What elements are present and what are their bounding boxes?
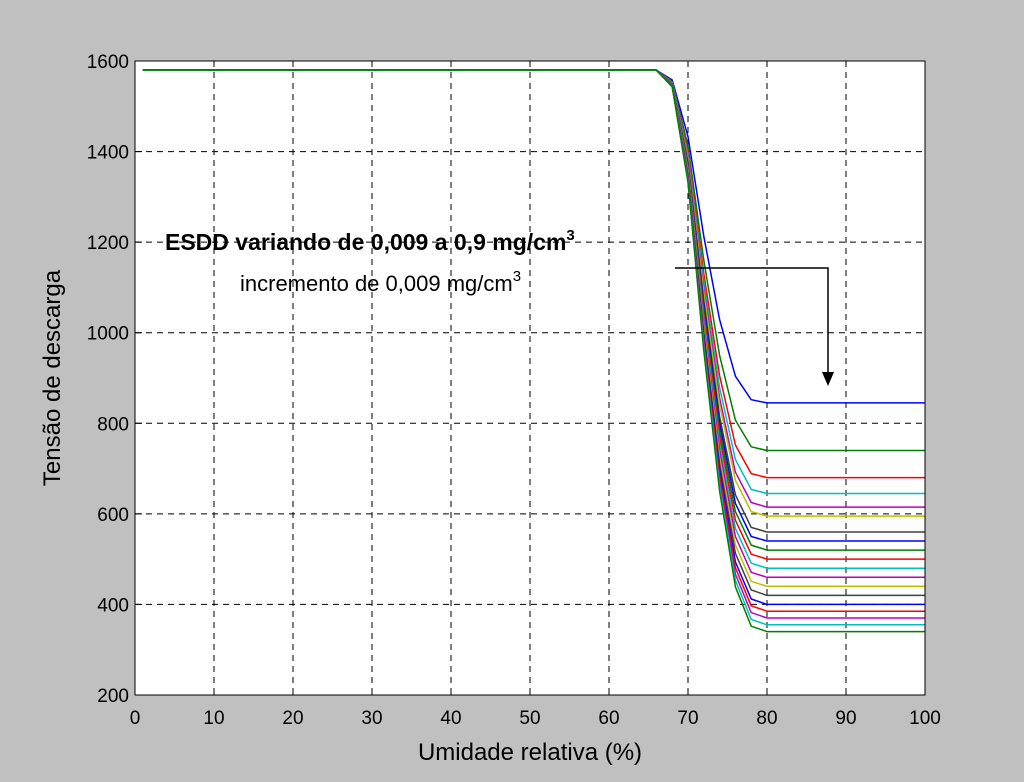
- x-tick-label: 40: [440, 708, 461, 729]
- y-tick-label: 200: [97, 686, 129, 707]
- arrow-head: [822, 372, 834, 386]
- x-tick-label: 100: [909, 708, 941, 729]
- lines: [142, 69, 925, 633]
- y-tick-label: 1600: [87, 52, 129, 73]
- y-tick-label: 600: [97, 505, 129, 526]
- annotation-superscript: 3: [513, 268, 521, 285]
- x-tick-label: 70: [677, 708, 698, 729]
- annotation: ESDD variando de 0,009 a 0,9 mg/cm3: [165, 227, 575, 255]
- y-tick-label: 400: [97, 595, 129, 616]
- y-tick-label: 800: [97, 414, 129, 435]
- x-tick-label: 20: [282, 708, 303, 729]
- y-tick-label: 1000: [87, 324, 129, 345]
- annotation-text: incremento de 0,009 mg/cm: [240, 271, 513, 296]
- annotation-text: ESDD variando de 0,009 a 0,9 mg/cm: [165, 229, 566, 255]
- x-tick-label: 60: [598, 708, 619, 729]
- x-tick-label: 0: [130, 708, 141, 729]
- x-tick-label: 30: [361, 708, 382, 729]
- x-tick-label: 50: [519, 708, 540, 729]
- plot-area: [135, 61, 925, 695]
- ticks: 0 10 20 30 40 50 60 70 80 90 100 200 400 600 800 1000 12…: [87, 52, 941, 729]
- annotation-superscript: 3: [566, 227, 574, 244]
- y-axis-label: Tensão de descarga: [39, 269, 66, 486]
- y-tick-label: 1200: [87, 233, 129, 254]
- x-tick-label: 10: [203, 708, 224, 729]
- x-tick-label: 80: [756, 708, 777, 729]
- annotation: incremento de 0,009 mg/cm3: [240, 268, 521, 296]
- x-axis-label: Umidade relativa (%): [418, 739, 642, 766]
- x-tick-label: 90: [835, 708, 856, 729]
- data-line: [142, 69, 925, 633]
- y-tick-label: 1400: [87, 143, 129, 164]
- arrow: [675, 267, 829, 375]
